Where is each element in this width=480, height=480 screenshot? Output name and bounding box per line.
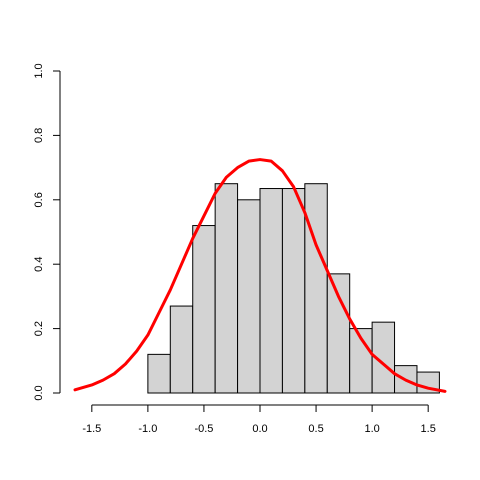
histogram-bar-0 (147, 353, 171, 394)
histogram-bar-7 (304, 183, 328, 394)
histogram-bar-2 (192, 225, 216, 394)
x-tick-label: -1.0 (138, 423, 157, 435)
y-tick-label: 0.2 (33, 321, 45, 336)
histogram-bars (147, 183, 440, 394)
histogram-bar-6 (281, 188, 306, 394)
x-tick-label: 0.5 (308, 423, 323, 435)
histogram-bar-1 (169, 305, 194, 394)
y-tick-label: 0.4 (33, 257, 45, 272)
x-tick-label: 1.0 (364, 423, 379, 435)
y-tick-label: 0.8 (33, 128, 45, 143)
histogram-bar-5 (259, 188, 283, 394)
histogram-bar-4 (237, 199, 261, 394)
x-tick-label: -1.5 (82, 423, 101, 435)
y-tick-label: 1.0 (33, 63, 45, 78)
x-tick-label: 0.0 (252, 423, 267, 435)
y-tick-label: 0.0 (33, 385, 45, 400)
density-curve (73, 158, 447, 393)
y-axis: 0.0 0.2 0.4 0.6 0.8 1.0 (33, 63, 61, 401)
x-tick-label: -0.5 (194, 423, 213, 435)
histogram-bar-3 (214, 183, 239, 394)
histogram-bar-8 (326, 273, 351, 394)
y-tick-label: 0.6 (33, 192, 45, 207)
x-axis: -1.5 -1.0 -0.5 0.0 0.5 1.0 1.5 (82, 404, 436, 435)
histogram-bar-10 (371, 321, 396, 394)
x-tick-label: 1.5 (421, 423, 436, 435)
